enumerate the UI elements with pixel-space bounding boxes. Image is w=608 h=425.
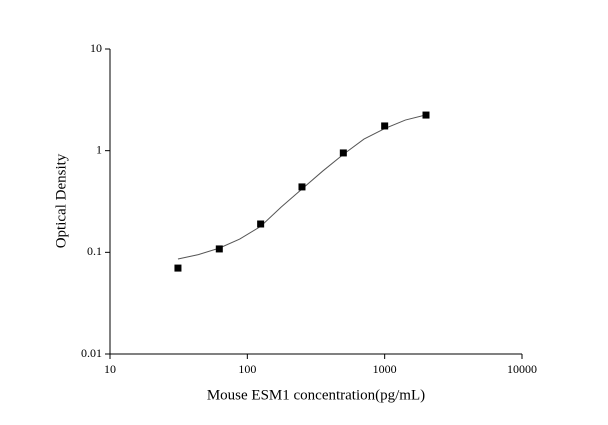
data-point	[381, 122, 389, 130]
x-tick-label: 100	[238, 362, 256, 376]
data-point	[422, 111, 430, 119]
x-tick-label: 1000	[373, 362, 397, 376]
y-axis-title: Optical Density	[53, 153, 69, 248]
data-point	[174, 264, 182, 272]
data-point	[215, 245, 223, 253]
data-point	[257, 220, 265, 228]
data-point	[339, 149, 347, 157]
x-axis-title: Mouse ESM1 concentration(pg/mL)	[207, 387, 425, 403]
y-tick-label: 10	[90, 41, 102, 55]
y-tick-label: 1	[96, 142, 102, 156]
data-point	[298, 183, 306, 191]
y-tick-label: 0.1	[87, 244, 102, 258]
y-tick-label: 0.01	[81, 346, 102, 360]
x-tick-label: 10000	[507, 362, 537, 376]
x-tick-label: 10	[104, 362, 116, 376]
